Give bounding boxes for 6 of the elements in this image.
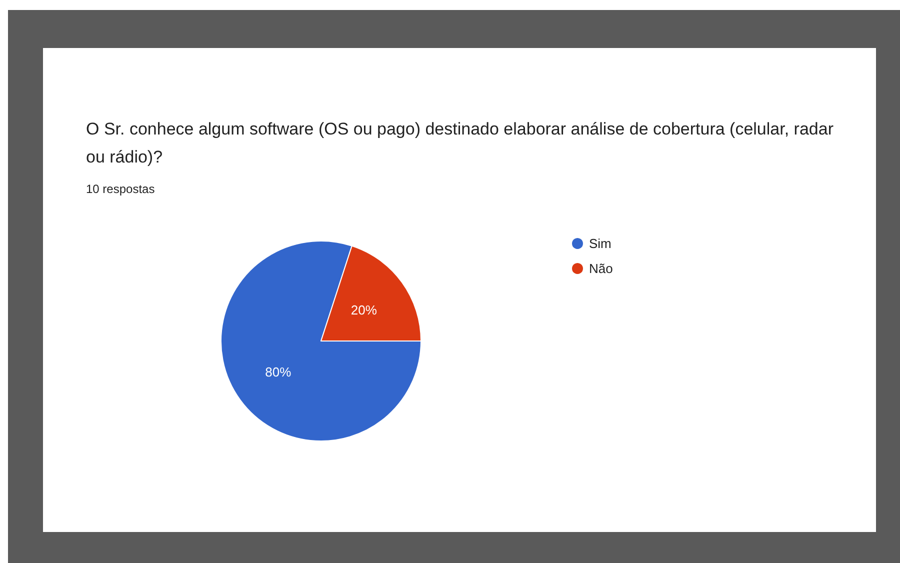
legend-label: Sim	[589, 236, 612, 251]
data-label: 80%	[265, 364, 292, 380]
data-label: 20%	[350, 302, 378, 318]
legend-label: Não	[589, 261, 613, 276]
text: 10 respostas	[86, 182, 155, 196]
chart-title: O Sr. conhece algum software (OS ou pago) destinado elaborar análise de cobertura (celular, radar ou rádio)?	[86, 120, 838, 166]
